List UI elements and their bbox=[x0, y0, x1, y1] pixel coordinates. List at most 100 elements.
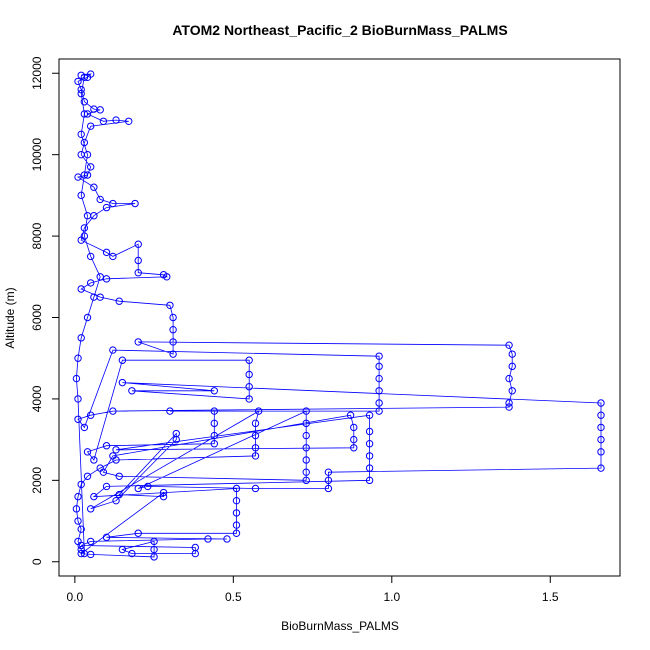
data-point bbox=[505, 341, 513, 349]
data-point bbox=[74, 492, 82, 501]
data-point bbox=[302, 407, 310, 415]
data-point bbox=[251, 419, 260, 428]
data-point bbox=[375, 399, 383, 407]
data-point bbox=[86, 122, 95, 130]
data-point bbox=[118, 545, 127, 554]
plot-frame bbox=[58, 58, 621, 577]
data-point bbox=[112, 456, 120, 464]
data-point bbox=[505, 374, 513, 383]
data-point bbox=[74, 354, 82, 362]
data-point bbox=[169, 338, 177, 346]
data-point bbox=[144, 482, 152, 491]
data-point bbox=[77, 285, 85, 293]
data-point bbox=[112, 446, 120, 454]
data-point bbox=[169, 350, 177, 358]
data-point bbox=[118, 356, 127, 364]
data-point bbox=[134, 256, 142, 265]
data-point bbox=[80, 110, 89, 118]
data-point bbox=[166, 301, 174, 309]
data-point bbox=[251, 431, 260, 440]
data-point bbox=[302, 444, 310, 452]
data-point bbox=[80, 73, 89, 82]
data-point bbox=[109, 346, 117, 354]
data-point bbox=[375, 407, 383, 415]
data-point bbox=[232, 529, 241, 537]
data-point bbox=[131, 199, 139, 208]
data-point bbox=[80, 423, 89, 432]
data-point bbox=[80, 138, 89, 147]
data-point bbox=[251, 444, 260, 452]
data-point bbox=[302, 476, 310, 485]
data-point bbox=[163, 273, 171, 281]
data-point bbox=[90, 293, 98, 301]
data-point bbox=[191, 549, 199, 558]
data-point bbox=[134, 240, 142, 248]
data-point bbox=[210, 419, 219, 428]
data-point bbox=[134, 529, 142, 537]
data-point bbox=[74, 77, 82, 86]
data-point bbox=[254, 407, 263, 415]
data-point bbox=[223, 535, 231, 543]
data-point bbox=[302, 431, 310, 440]
data-point bbox=[134, 484, 142, 493]
data-point bbox=[508, 362, 516, 371]
data-point bbox=[346, 411, 355, 419]
data-point bbox=[169, 313, 177, 322]
data-point bbox=[83, 150, 92, 159]
data-point bbox=[96, 106, 104, 114]
data-point bbox=[159, 492, 168, 501]
data-point bbox=[96, 273, 104, 281]
data-point bbox=[169, 326, 177, 334]
data-point bbox=[204, 535, 212, 543]
data-point bbox=[365, 411, 374, 419]
y-tick-label: 12000 bbox=[30, 56, 44, 90]
data-point bbox=[365, 439, 374, 448]
data-point bbox=[72, 505, 81, 513]
data-point bbox=[118, 378, 127, 387]
y-tick-label: 10000 bbox=[30, 138, 44, 172]
data-point bbox=[166, 407, 174, 415]
data-point bbox=[83, 313, 92, 322]
data-point bbox=[83, 171, 92, 179]
data-point bbox=[350, 423, 358, 432]
x-axis-label: BioBurnMass_PALMS bbox=[281, 619, 399, 633]
data-point bbox=[597, 448, 605, 456]
data-point bbox=[109, 199, 117, 208]
data-point bbox=[83, 110, 92, 118]
data-point bbox=[77, 334, 85, 342]
data-point bbox=[99, 117, 108, 125]
data-point bbox=[365, 452, 374, 460]
data-point bbox=[172, 435, 180, 444]
data-point bbox=[505, 403, 513, 411]
data-point bbox=[597, 399, 605, 407]
data-point bbox=[77, 525, 85, 533]
data-point bbox=[210, 439, 219, 448]
data-point bbox=[324, 468, 333, 476]
data-point bbox=[83, 472, 92, 480]
series-layer bbox=[72, 70, 605, 561]
data-point bbox=[115, 472, 123, 480]
data-point bbox=[508, 387, 516, 395]
data-point bbox=[159, 488, 168, 497]
data-point bbox=[245, 383, 253, 391]
data-point bbox=[210, 387, 219, 395]
data-point bbox=[77, 89, 85, 98]
data-point bbox=[115, 490, 123, 499]
data-point bbox=[251, 452, 260, 460]
y-tick-label: 4000 bbox=[30, 385, 44, 412]
data-point bbox=[83, 73, 92, 82]
data-point bbox=[232, 496, 241, 505]
y-axis-label: Altitude (m) bbox=[3, 287, 17, 348]
data-point bbox=[77, 130, 85, 139]
data-point bbox=[597, 464, 605, 472]
data-point bbox=[324, 484, 333, 493]
data-point bbox=[86, 279, 95, 287]
data-point bbox=[597, 435, 605, 444]
data-point bbox=[102, 248, 111, 257]
data-point bbox=[375, 387, 383, 395]
data-point bbox=[102, 275, 111, 283]
data-point bbox=[365, 427, 374, 436]
data-point bbox=[102, 533, 111, 542]
data-point bbox=[365, 464, 374, 472]
